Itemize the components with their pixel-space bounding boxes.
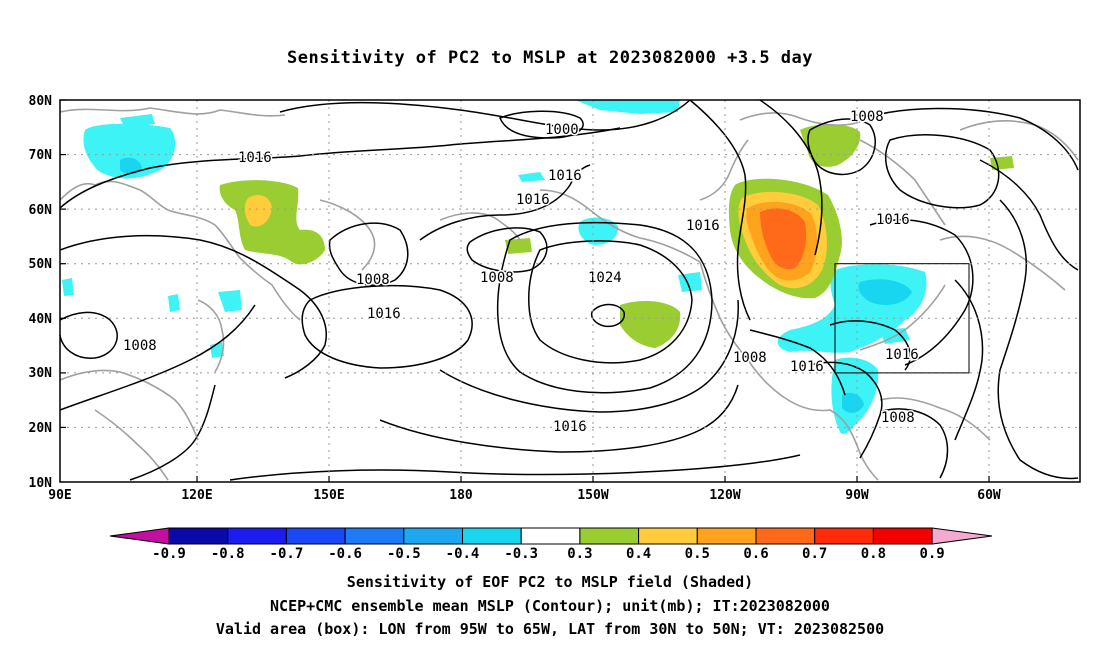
contour-label: 1008 — [123, 338, 157, 354]
sensitivity-shading — [62, 100, 1014, 435]
shade-neg-eastus-core — [858, 279, 912, 305]
colorbar-low-cap — [109, 527, 170, 545]
colorbar-label: -0.5 — [387, 546, 421, 562]
shade-neg-gulf-alaska — [578, 217, 619, 245]
shade-neg-pacific-small — [168, 294, 180, 312]
caption-contours: NCEP+CMC ensemble mean MSLP (Contour); u… — [270, 597, 830, 615]
lon-label: 180 — [449, 488, 473, 503]
colorbar — [109, 527, 993, 545]
contour-label: 1008 — [881, 410, 915, 426]
shade-neg-arctic-top — [575, 100, 680, 114]
caption-shading: Sensitivity of EOF PC2 to MSLP field (Sh… — [346, 573, 754, 591]
colorbar-swatch — [579, 527, 640, 545]
colorbar-high-cap — [931, 527, 993, 545]
map-frame — [59, 99, 1081, 483]
contour-label: 1000 — [545, 122, 579, 138]
contour-label: 1016 — [238, 150, 272, 166]
lat-label: 20N — [29, 421, 53, 436]
contour-label: 1024 — [588, 270, 622, 286]
colorbar-swatch — [344, 527, 405, 545]
colorbar-label: -0.9 — [152, 546, 186, 562]
contour-label: 1016 — [876, 212, 910, 228]
grid-lines — [60, 100, 1080, 482]
colorbar-label: 0.3 — [567, 546, 592, 562]
lon-label: 90W — [845, 488, 869, 503]
colorbar-label: 0.5 — [685, 546, 710, 562]
colorbar-swatch — [462, 527, 522, 545]
colorbar-swatch — [520, 527, 581, 545]
lon-label: 150W — [577, 488, 608, 503]
lon-label: 90E — [48, 488, 71, 503]
mslp-contours — [59, 99, 1079, 481]
colorbar-label: -0.4 — [446, 546, 480, 562]
contour-label: 1008 — [480, 270, 514, 286]
shade-neg-siberia-west — [83, 123, 176, 179]
contour-label: 1008 — [356, 272, 390, 288]
colorbar-label: -0.7 — [270, 546, 304, 562]
colorbar-swatch — [638, 527, 698, 545]
colorbar-swatch — [403, 527, 463, 545]
colorbar-swatch — [872, 527, 933, 545]
contour-label: 1016 — [553, 419, 587, 435]
axis-ticks — [60, 99, 990, 482]
lat-label: 30N — [29, 366, 53, 381]
chart-title: Sensitivity of PC2 to MSLP at 2023082000… — [286, 48, 813, 68]
lat-label: 80N — [29, 94, 53, 109]
colorbar-swatch — [168, 527, 229, 545]
shade-pos-manchuria — [219, 180, 325, 265]
shade-pos-canada-red — [760, 208, 807, 270]
colorbar-label: -0.6 — [328, 546, 362, 562]
colorbar-swatch — [696, 527, 757, 545]
lon-label: 120W — [709, 488, 740, 503]
colorbar-label: -0.3 — [504, 546, 538, 562]
colorbar-swatch — [227, 527, 287, 545]
contour-label: 1016 — [548, 168, 582, 184]
lat-label: 60N — [29, 203, 53, 218]
colorbar-swatch — [755, 527, 816, 545]
colorbar-label: 0.6 — [743, 546, 768, 562]
lat-label: 70N — [29, 148, 53, 163]
colorbar-labels: -0.9 -0.8 -0.7 -0.6 -0.5 -0.4 -0.3 0.3 0… — [152, 546, 945, 562]
contour-label: 1016 — [686, 218, 720, 234]
lon-label: 150E — [313, 488, 344, 503]
lon-label: 120E — [181, 488, 212, 503]
contour-label: 1008 — [733, 350, 767, 366]
shade-pos-greenland — [800, 124, 861, 167]
colorbar-label: 0.8 — [861, 546, 886, 562]
lat-labels: 80N 70N 60N 50N 40N 30N 20N 10N — [29, 94, 53, 491]
shade-neg-gulf-core — [842, 392, 864, 413]
lat-label: 50N — [29, 257, 53, 272]
lat-label: 10N — [29, 476, 53, 491]
contour-label: 1016 — [885, 347, 919, 363]
valid-area-box — [834, 263, 970, 374]
shade-neg-dot-1 — [62, 278, 74, 296]
colorbar-label: 0.7 — [802, 546, 827, 562]
colorbar-label: 0.4 — [626, 546, 651, 562]
contour-labels: 1000 1008 1016 1016 1016 1016 1008 1008 … — [122, 108, 921, 437]
contour-label: 1016 — [516, 192, 550, 208]
contour-label: 1016 — [790, 359, 824, 375]
contour-label: 1008 — [850, 109, 884, 125]
lat-label: 40N — [29, 312, 53, 327]
shade-neg-siberia-core — [120, 157, 142, 175]
shade-neg-japan-1 — [218, 290, 242, 312]
colorbar-swatch — [285, 527, 346, 545]
contour-label: 1016 — [367, 306, 401, 322]
shade-pos-bering-small — [505, 238, 532, 254]
colorbar-label: 0.9 — [919, 546, 944, 562]
shade-pos-manchuria-yellow — [244, 195, 272, 227]
shade-pos-pacific-high — [620, 300, 681, 348]
lon-label: 60W — [977, 488, 1001, 503]
lon-labels: 90E 120E 150E 180 150W 120W 90W 60W — [48, 488, 1001, 503]
shade-neg-bering — [518, 172, 545, 182]
shade-neg-arctic-small — [120, 114, 155, 128]
colorbar-swatch — [814, 527, 874, 545]
colorbar-label: -0.8 — [211, 546, 245, 562]
caption-valid-area: Valid area (box): LON from 95W to 65W, L… — [215, 620, 885, 638]
